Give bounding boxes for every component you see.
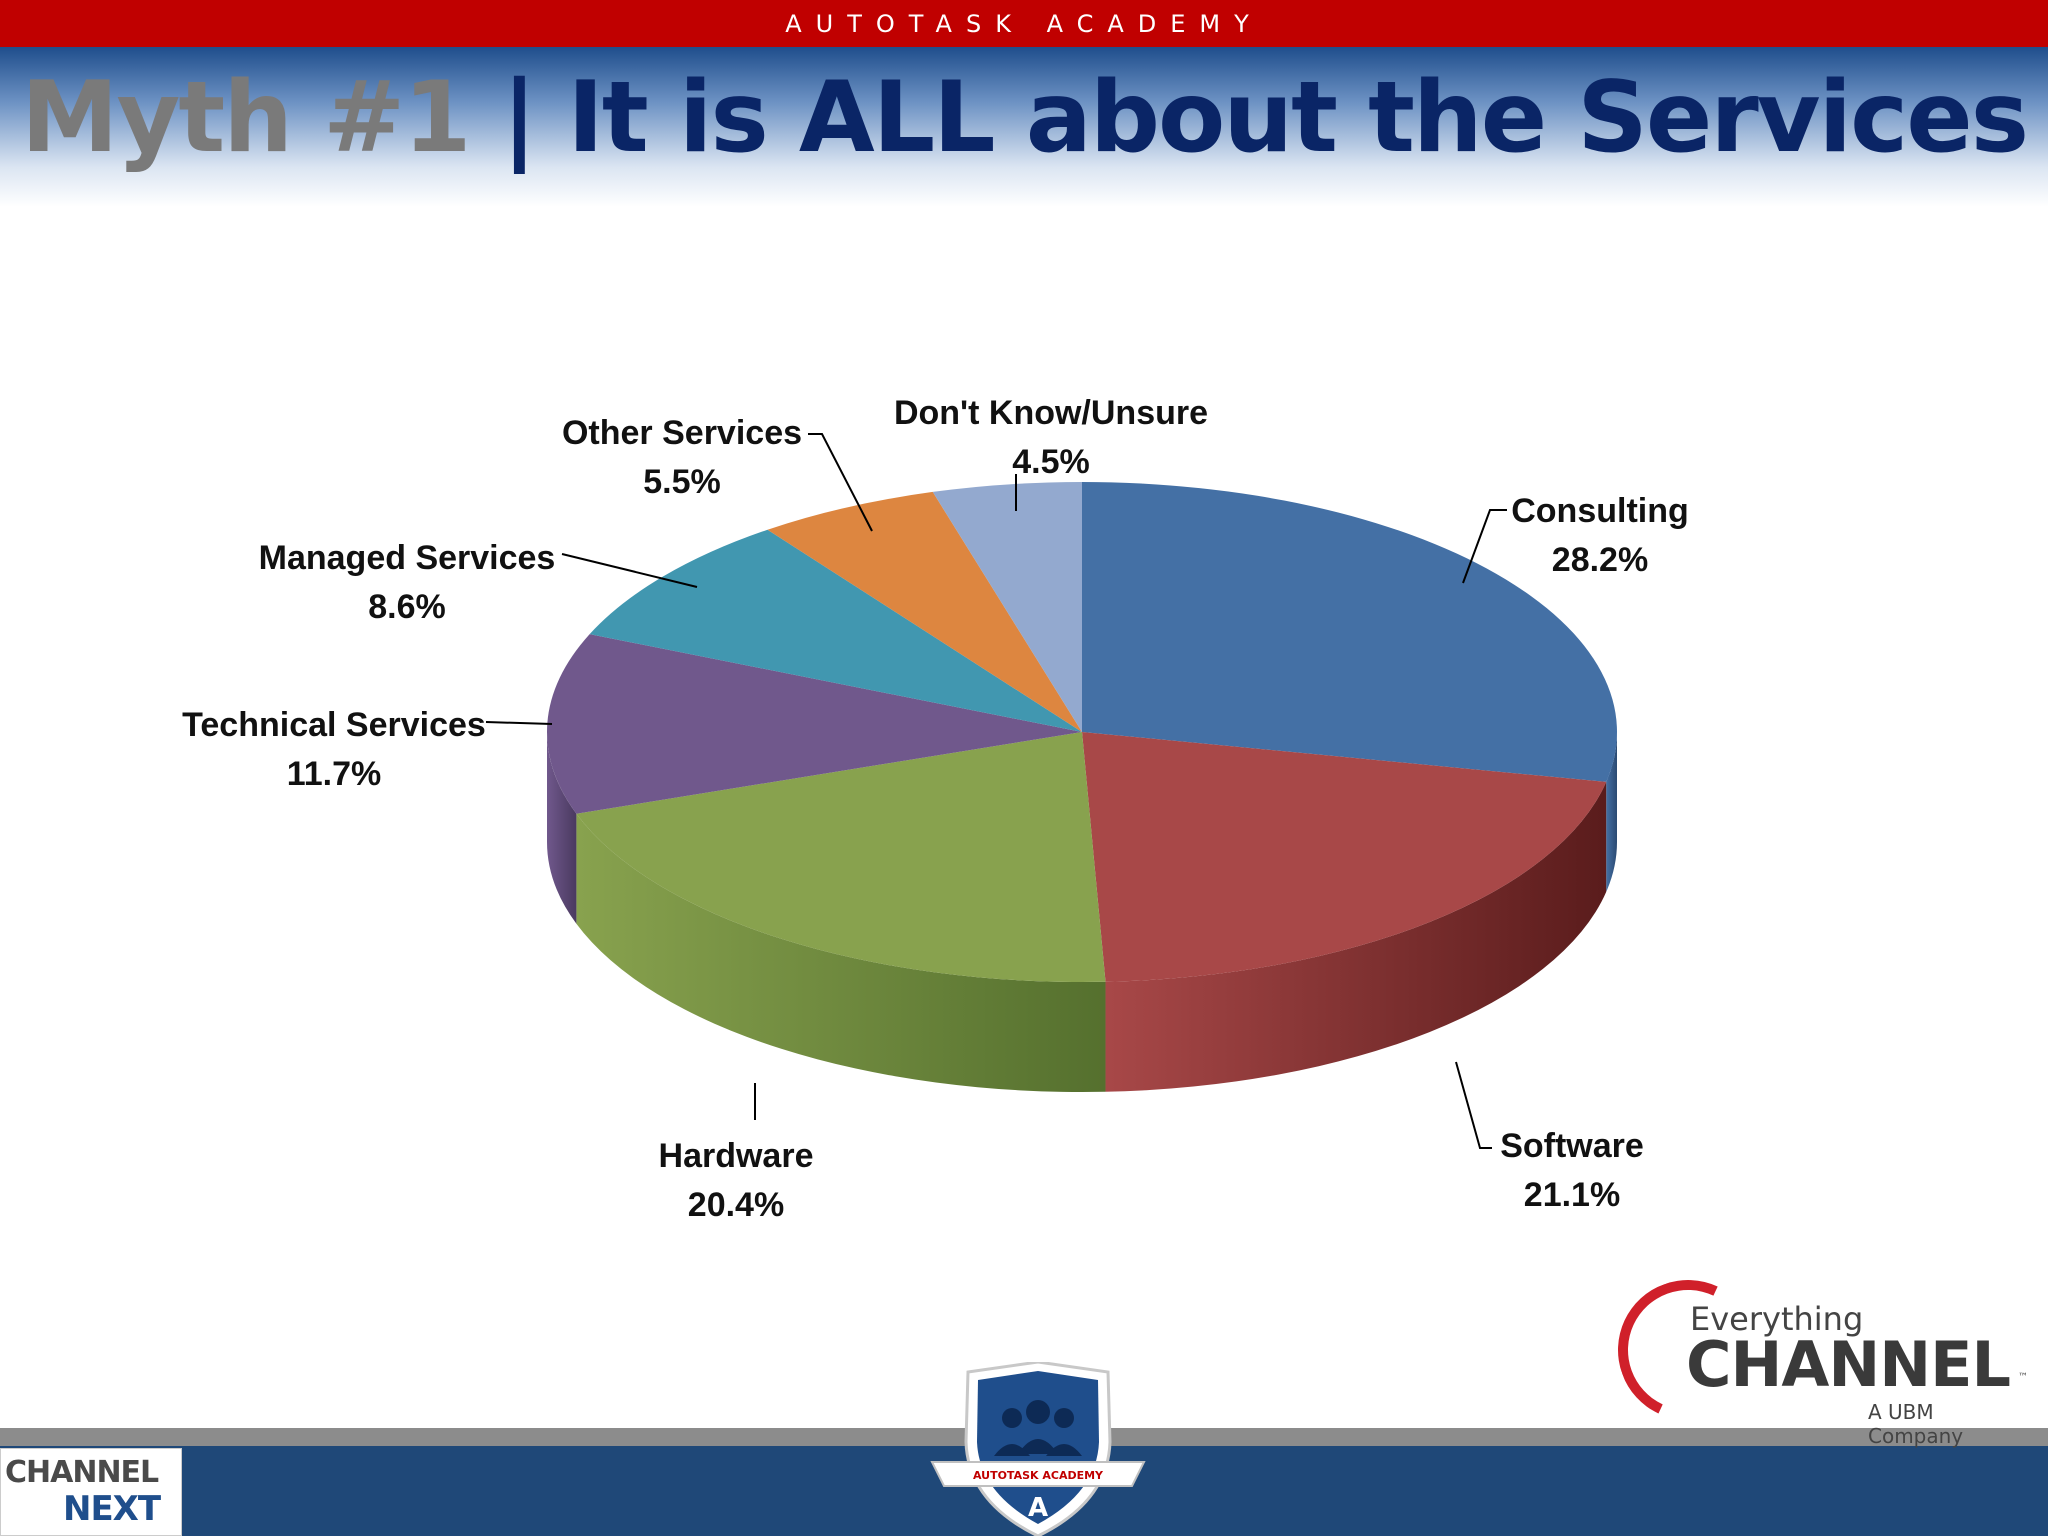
title-band: [0, 47, 2048, 207]
title-statement: | It is ALL about the Services: [469, 61, 2030, 175]
pie-slice-software: [1082, 732, 1607, 982]
slice-label: Other Services: [562, 414, 802, 452]
slice-value-label: 28.2%: [1552, 541, 1648, 579]
slice-value-label: 20.4%: [688, 1186, 784, 1224]
ec-trademark: ™: [2018, 1372, 2028, 1383]
slice-label: Software: [1500, 1127, 1644, 1165]
ec-everything-text: Everything: [1690, 1300, 1864, 1338]
leader-line: [808, 433, 873, 532]
slice-value-label: 21.1%: [1524, 1176, 1620, 1214]
slice-value-label: 4.5%: [1012, 443, 1090, 481]
pie-slice-technical-services: [547, 634, 1082, 814]
slice-label: Hardware: [659, 1137, 814, 1175]
svg-text:A: A: [1028, 1493, 1048, 1523]
banner-text: AUTOTASK ACADEMY: [785, 9, 1263, 38]
pie-slice-other-services: [767, 491, 1082, 732]
pie-side-technical-services: [547, 732, 577, 924]
channel-next-line1: CHANNEL: [5, 1455, 159, 1490]
slide-title: Myth #1 | It is ALL about the Services: [0, 58, 2048, 178]
slice-value-label: 11.7%: [287, 755, 382, 793]
leader-line: [1462, 509, 1507, 584]
leader-line: [485, 721, 553, 725]
title-myth-number: Myth #1: [20, 61, 471, 175]
ec-channel-text: CHANNEL: [1686, 1328, 2011, 1401]
top-banner: AUTOTASK ACADEMY: [0, 0, 2048, 47]
academy-badge-icon: AUTOTASK ACADEMY A: [930, 1362, 1146, 1536]
slice-label: Managed Services: [259, 539, 556, 577]
channel-next-logo: CHANNEL NEXT: [0, 1448, 182, 1536]
slice-value-label: 5.5%: [643, 463, 721, 501]
slice-label: Don't Know/Unsure: [894, 394, 1208, 432]
channel-next-line2: NEXT: [63, 1489, 161, 1529]
pie-side-consulting: [1606, 732, 1617, 892]
slice-value-label: 8.6%: [368, 588, 446, 626]
slice-label: Consulting: [1511, 492, 1689, 530]
pie-slice-hardware: [576, 732, 1106, 982]
ec-ubm-text: A UBM Company: [1868, 1400, 1964, 1448]
slice-label: Technical Services: [182, 706, 486, 744]
pie-side-software: [1105, 781, 1607, 1092]
pie-side-hardware: [576, 813, 1106, 1092]
pie-slice-managed-services: [589, 529, 1082, 732]
pie-slice-consulting: [1082, 482, 1617, 782]
everything-channel-logo: Everything CHANNEL ™ A UBM Company: [1598, 1260, 2030, 1448]
pie-slice-don-t-know-unsure: [932, 482, 1082, 732]
leader-line: [561, 553, 698, 588]
leader-line: [1455, 1061, 1492, 1149]
badge-text: AUTOTASK ACADEMY: [973, 1469, 1104, 1482]
